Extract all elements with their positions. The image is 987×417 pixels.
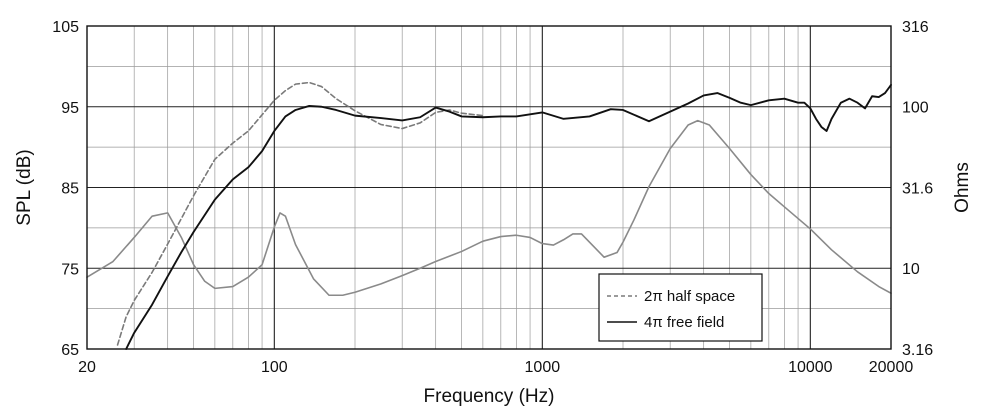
legend-label-half-space: 2π half space <box>644 288 735 305</box>
x-tick-label: 1000 <box>525 359 561 376</box>
y-tick-label: 85 <box>61 181 79 198</box>
series-line-0 <box>116 81 484 346</box>
y2-tick-label: 316 <box>902 19 929 36</box>
y-tick-labels: 65 75 85 95 105 <box>52 19 79 359</box>
x-tick-label: 20000 <box>869 359 914 376</box>
series-line-2 <box>86 119 892 297</box>
x-tick-label: 100 <box>261 359 288 376</box>
series-line-1 <box>125 83 892 350</box>
major-grid <box>87 26 891 349</box>
y-tick-label: 75 <box>61 261 79 278</box>
legend-label-free-field: 4π free field <box>644 314 724 331</box>
series-layer <box>86 81 892 350</box>
x-tick-labels: 20 100 1000 10000 20000 <box>78 359 913 376</box>
y2-axis-title: Ohms <box>952 162 973 213</box>
x-tick-label: 10000 <box>788 359 833 376</box>
x-axis-title: Frequency (Hz) <box>424 386 555 407</box>
y2-tick-label: 31.6 <box>902 181 933 198</box>
x-tick-label: 20 <box>78 359 96 376</box>
y2-tick-label: 10 <box>902 261 920 278</box>
y-tick-label: 105 <box>52 19 79 36</box>
y-tick-label: 95 <box>61 100 79 117</box>
legend: 2π half space 4π free field <box>598 273 763 342</box>
plot-frame <box>86 25 892 350</box>
y2-tick-label: 3.16 <box>902 342 933 359</box>
y-tick-label: 65 <box>61 342 79 359</box>
y2-tick-labels: 3.16 10 31.6 100 316 <box>902 19 933 359</box>
y2-tick-label: 100 <box>902 100 929 117</box>
y-axis-title: SPL (dB) <box>14 149 35 225</box>
legend-box <box>598 273 763 342</box>
